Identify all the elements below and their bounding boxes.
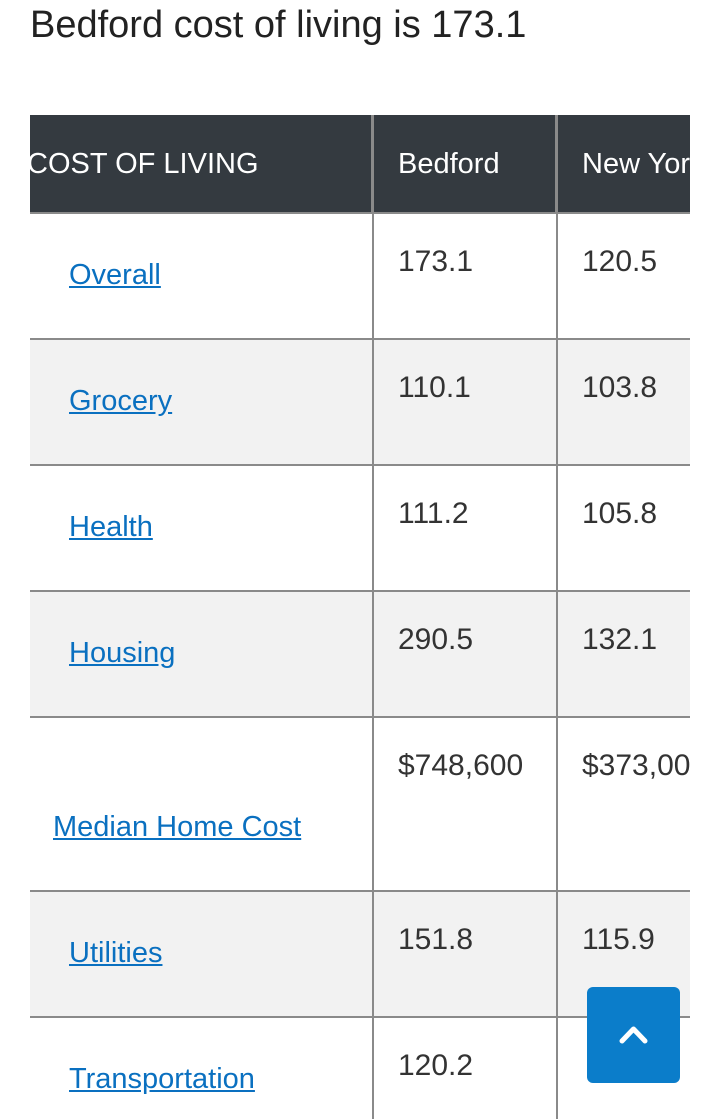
- row-border: [30, 1016, 690, 1018]
- row-border: [30, 890, 690, 892]
- row-border: [30, 212, 690, 214]
- row-label-link[interactable]: Housing: [69, 637, 176, 669]
- table-row: Median Home Cost $748,600 $373,000: [30, 717, 690, 891]
- row-label-link[interactable]: Utilities: [69, 937, 163, 969]
- row-label-link[interactable]: Median Home Cost: [53, 811, 302, 843]
- value-cell: 290.5: [398, 623, 474, 656]
- value-cell: $748,600: [398, 749, 524, 782]
- header-cell: COST OF LIVING: [30, 115, 373, 213]
- value-cell: 120.5: [582, 245, 658, 278]
- value-cell: 111.2: [398, 497, 469, 530]
- table-row: Transportation 120.2: [30, 1017, 690, 1119]
- table-row: Utilities 151.8 115.9: [30, 891, 690, 1017]
- row-border: [30, 590, 690, 592]
- row-border: [30, 338, 690, 340]
- row-label-link[interactable]: Health: [69, 511, 153, 543]
- row-label-link[interactable]: Grocery: [69, 385, 173, 417]
- value-cell: 120.2: [398, 1049, 474, 1082]
- value-cell: $373,000: [582, 749, 690, 782]
- column-border: [372, 115, 374, 1119]
- row-label-link[interactable]: Transportation: [69, 1063, 255, 1095]
- table-row: Grocery 110.1 103.8: [30, 339, 690, 465]
- row-border: [30, 464, 690, 466]
- row-border: [30, 716, 690, 718]
- value-cell: 173.1: [398, 245, 474, 278]
- back-to-top-button[interactable]: [587, 987, 680, 1083]
- value-cell: 151.8: [398, 923, 474, 956]
- value-cell: 115.9: [582, 923, 655, 956]
- value-cell: 110.1: [398, 371, 471, 404]
- table-row: Housing 290.5 132.1: [30, 591, 690, 717]
- table-row: Overall 173.1 120.5: [30, 213, 690, 339]
- value-cell: 103.8: [582, 371, 658, 404]
- page-title: Bedford cost of living is 173.1: [30, 4, 527, 46]
- table-row: Health 111.2 105.8: [30, 465, 690, 591]
- chevron-icon: [619, 1026, 648, 1044]
- header-cell: Bedford: [373, 115, 557, 213]
- row-label-link[interactable]: Overall: [69, 259, 161, 291]
- column-border: [556, 115, 558, 1119]
- value-cell: 132.1: [582, 623, 658, 656]
- header-cell: New York: [557, 115, 690, 213]
- value-cell: 105.8: [582, 497, 658, 530]
